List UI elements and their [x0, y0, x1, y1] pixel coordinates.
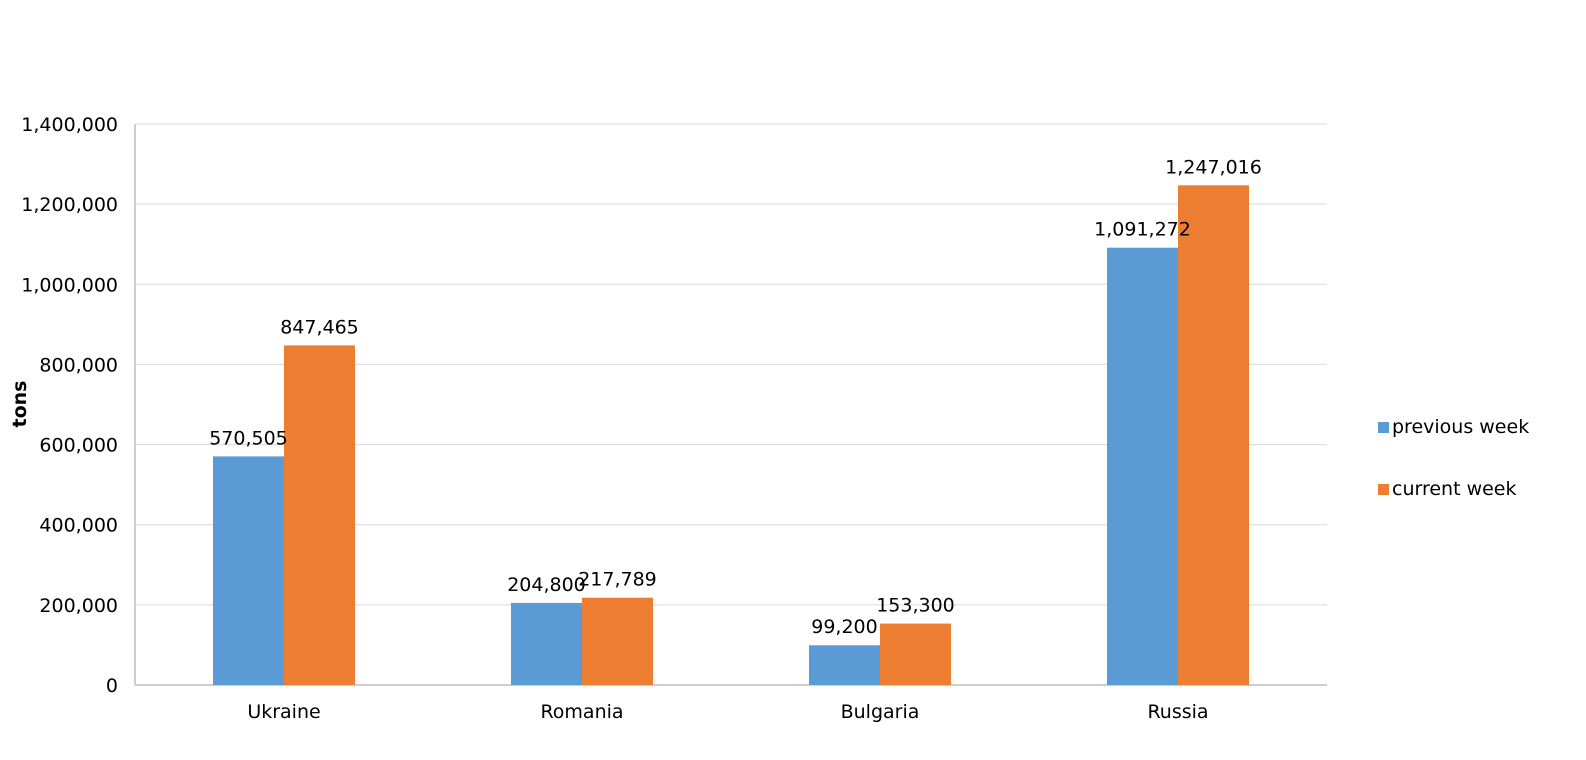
y-axis-ticks: 0 200,000 400,000 600,000 800,000 1,000,000 1,… — [21, 114, 118, 697]
bar-previous-week-ukraine — [213, 456, 284, 685]
data-label: 847,465 — [280, 316, 359, 338]
data-label: 1,091,272 — [1094, 219, 1191, 241]
y-tick-label: 1,200,000 — [21, 194, 118, 216]
y-axis-label: tons — [9, 381, 31, 428]
bar-current-week-bulgaria — [880, 623, 951, 685]
data-label: 1,247,016 — [1165, 156, 1262, 178]
y-tick-label: 800,000 — [39, 354, 118, 376]
x-tick-label: Bulgaria — [841, 701, 920, 723]
x-tick-label: Ukraine — [247, 701, 320, 723]
legend-swatch — [1378, 484, 1389, 495]
legend-entry: previous week — [1392, 416, 1529, 438]
data-label: 217,789 — [578, 569, 657, 591]
legend-swatch — [1378, 422, 1389, 433]
y-tick-label: 200,000 — [39, 595, 118, 617]
bar-current-week-romania — [582, 597, 653, 685]
bar-current-week-russia — [1178, 185, 1249, 686]
bar-previous-week-romania — [511, 602, 582, 685]
x-axis-categories: Ukraine Romania Bulgaria Russia — [247, 701, 1208, 723]
y-tick-label: 600,000 — [39, 435, 118, 457]
x-tick-label: Russia — [1147, 701, 1208, 723]
y-tick-label: 1,000,000 — [21, 274, 118, 296]
bar-previous-week-russia — [1107, 247, 1178, 685]
data-label: 570,505 — [209, 427, 288, 449]
data-label: 204,800 — [507, 574, 586, 596]
legend-entry: current week — [1392, 478, 1517, 500]
bars — [213, 185, 1249, 686]
bar-current-week-ukraine — [284, 345, 355, 685]
x-tick-label: Romania — [540, 701, 623, 723]
y-tick-label: 1,400,000 — [21, 114, 118, 136]
y-tick-label: 0 — [106, 675, 118, 697]
legend: previous week current week — [1378, 416, 1529, 500]
y-tick-label: 400,000 — [39, 515, 118, 537]
data-label: 153,300 — [876, 595, 955, 617]
data-label: 99,200 — [811, 616, 877, 638]
bar-previous-week-bulgaria — [809, 645, 880, 685]
